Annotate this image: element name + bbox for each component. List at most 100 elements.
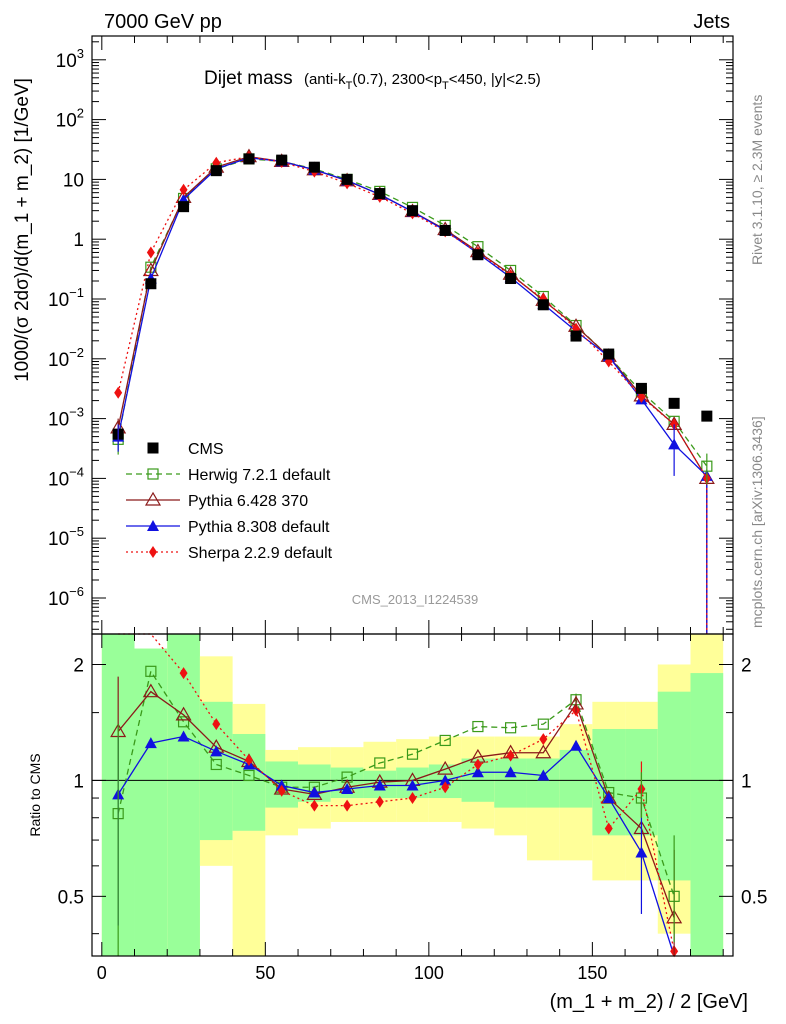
y-tick-base: 10 [48,469,69,490]
top-point-cms [243,153,255,165]
ratio-point-sherpa [179,667,188,680]
ratio-point-sherpa [539,733,548,746]
ratio-y-tick-label: 2 [73,655,84,676]
ratio-point-pythia8 [504,766,517,778]
top-point-sherpa [179,183,188,196]
top-title-detail-prefix: (anti-k [304,71,346,88]
y-tick-label: 10−6 [48,584,84,610]
top-point-cms [308,161,320,173]
ratio-point-pythia6 [175,706,192,721]
y-axis-title-top: 1000/(σ 2dσ)/d(m_1 + m_2) [1/GeV] [12,78,33,382]
top-title-sub-t2: T [442,80,449,92]
y-tick-base: 10 [48,350,69,371]
header-right: Jets [693,11,730,33]
ratio-point-pythia8 [570,739,583,751]
y-tick-exponent: −1 [69,285,84,300]
ratio-point-pythia8 [373,779,386,791]
header-left: 7000 GeV pp [104,11,222,33]
ratio-band-inner [167,634,200,956]
ratio-point-pythia6 [142,683,159,698]
x-tick-label: 100 [414,963,444,983]
y-tick-base: 1 [73,230,84,251]
x-tick-label: 150 [577,963,607,983]
y-tick-exponent: −6 [69,584,84,599]
ratio-point-herwig [472,720,484,733]
top-panel-series [110,148,715,634]
legend-label-pythia8: Pythia 8.308 default [188,519,330,536]
y-tick-exponent: −4 [69,464,84,479]
ratio-band-inner [134,648,168,956]
top-line-herwig [117,158,708,634]
watermark: CMS_2013_I1224539 [352,592,479,607]
rivet-label: Rivet 3.1.10, ≥ 2.3M events [749,95,765,265]
ratio-panel-ticks: 0 50 100 150 2 2 1 1 0.5 0.5 [58,634,767,983]
ratio-point-herwig [374,757,386,769]
legend-label-pythia6: Pythia 6.428 370 [188,493,308,510]
top-point-cms [635,382,647,394]
panel-frames [91,35,734,957]
ratio-point-pythia8 [308,786,321,798]
y-tick-label: 10−3 [48,405,84,431]
top-title: Dijet mass (anti-kT(0.7), 2300<pT<450, |… [204,68,541,92]
ratio-band-inner [559,749,593,808]
top-title-detail-suffix: <450, |y|<2.5) [449,71,541,88]
ratio-point-herwig [210,758,222,771]
ratio-point-herwig [505,722,517,734]
ratio-band-inner [494,758,527,808]
top-line-sherpa [117,156,708,634]
ratio-point-sherpa [441,781,450,794]
ratio-line-pythia6 [117,690,675,918]
ratio-point-pythia8 [471,766,484,778]
top-point-sherpa [637,390,646,403]
y-tick-label: 10−4 [48,464,84,490]
ratio-y-tick-label-right: 1 [741,771,752,792]
y-tick-base: 10 [48,290,69,311]
top-point-sherpa [114,386,123,399]
ratio-point-pythia8 [537,769,550,781]
top-point-cms [407,205,418,217]
y-tick-label: 102 [56,106,84,132]
top-title-sub-t: T [346,80,353,92]
ratio-point-sherpa [473,758,482,771]
y-tick-label: 103 [56,46,84,72]
y-tick-exponent: −5 [69,524,84,539]
ratio-point-pythia8 [210,745,223,757]
ratio-point-sherpa [506,749,515,762]
y-tick-base: 10 [56,51,77,72]
ratio-y-tick-label-right: 2 [741,655,752,676]
ratio-y-tick-label: 0.5 [58,887,84,908]
y-tick-exponent: 2 [77,106,84,121]
ratio-point-sherpa [212,718,221,731]
top-point-cms [505,273,517,285]
ratio-point-sherpa [244,753,253,766]
ratio-y-tick-label: 1 [73,771,84,792]
ratio-y-tick-label-right: 0.5 [741,887,767,908]
ratio-point-pythia8 [177,730,190,742]
ratio-point-herwig [243,769,255,782]
ratio-point-sherpa [604,822,613,835]
y-tick-base: 10 [48,529,69,550]
ratio-point-herwig [177,716,190,728]
y-tick-label: 10−5 [48,524,84,550]
ratio-point-herwig [406,748,419,760]
mcplots-label: mcplots.cern.ch [arXiv:1306.3436] [749,416,765,628]
top-point-cms [178,201,190,213]
top-line-pythia6 [117,155,708,634]
ratio-band-inner [232,733,266,831]
legend-label-herwig: Herwig 7.2.1 default [188,467,331,484]
ratio-line-pythia8 [117,735,675,957]
top-point-cms [603,348,615,360]
y-axis-title-ratio: Ratio to CMS [27,753,43,836]
ratio-point-sherpa [375,795,384,808]
ratio-line-sherpa [118,633,675,952]
legend-label-sherpa: Sherpa 2.2.9 default [188,545,333,562]
top-point-cms [570,330,582,342]
x-axis-title: (m_1 + m_2) / 2 [GeV] [550,991,748,1013]
legend-marker-sherpa [149,546,157,558]
legend: CMS Herwig 7.2.1 default Pythia 6.428 370 P… [126,441,333,562]
top-point-cms [145,278,157,290]
top-point-sherpa [146,246,155,259]
y-tick-label: 1 [73,230,84,251]
top-point-cms [374,188,386,200]
